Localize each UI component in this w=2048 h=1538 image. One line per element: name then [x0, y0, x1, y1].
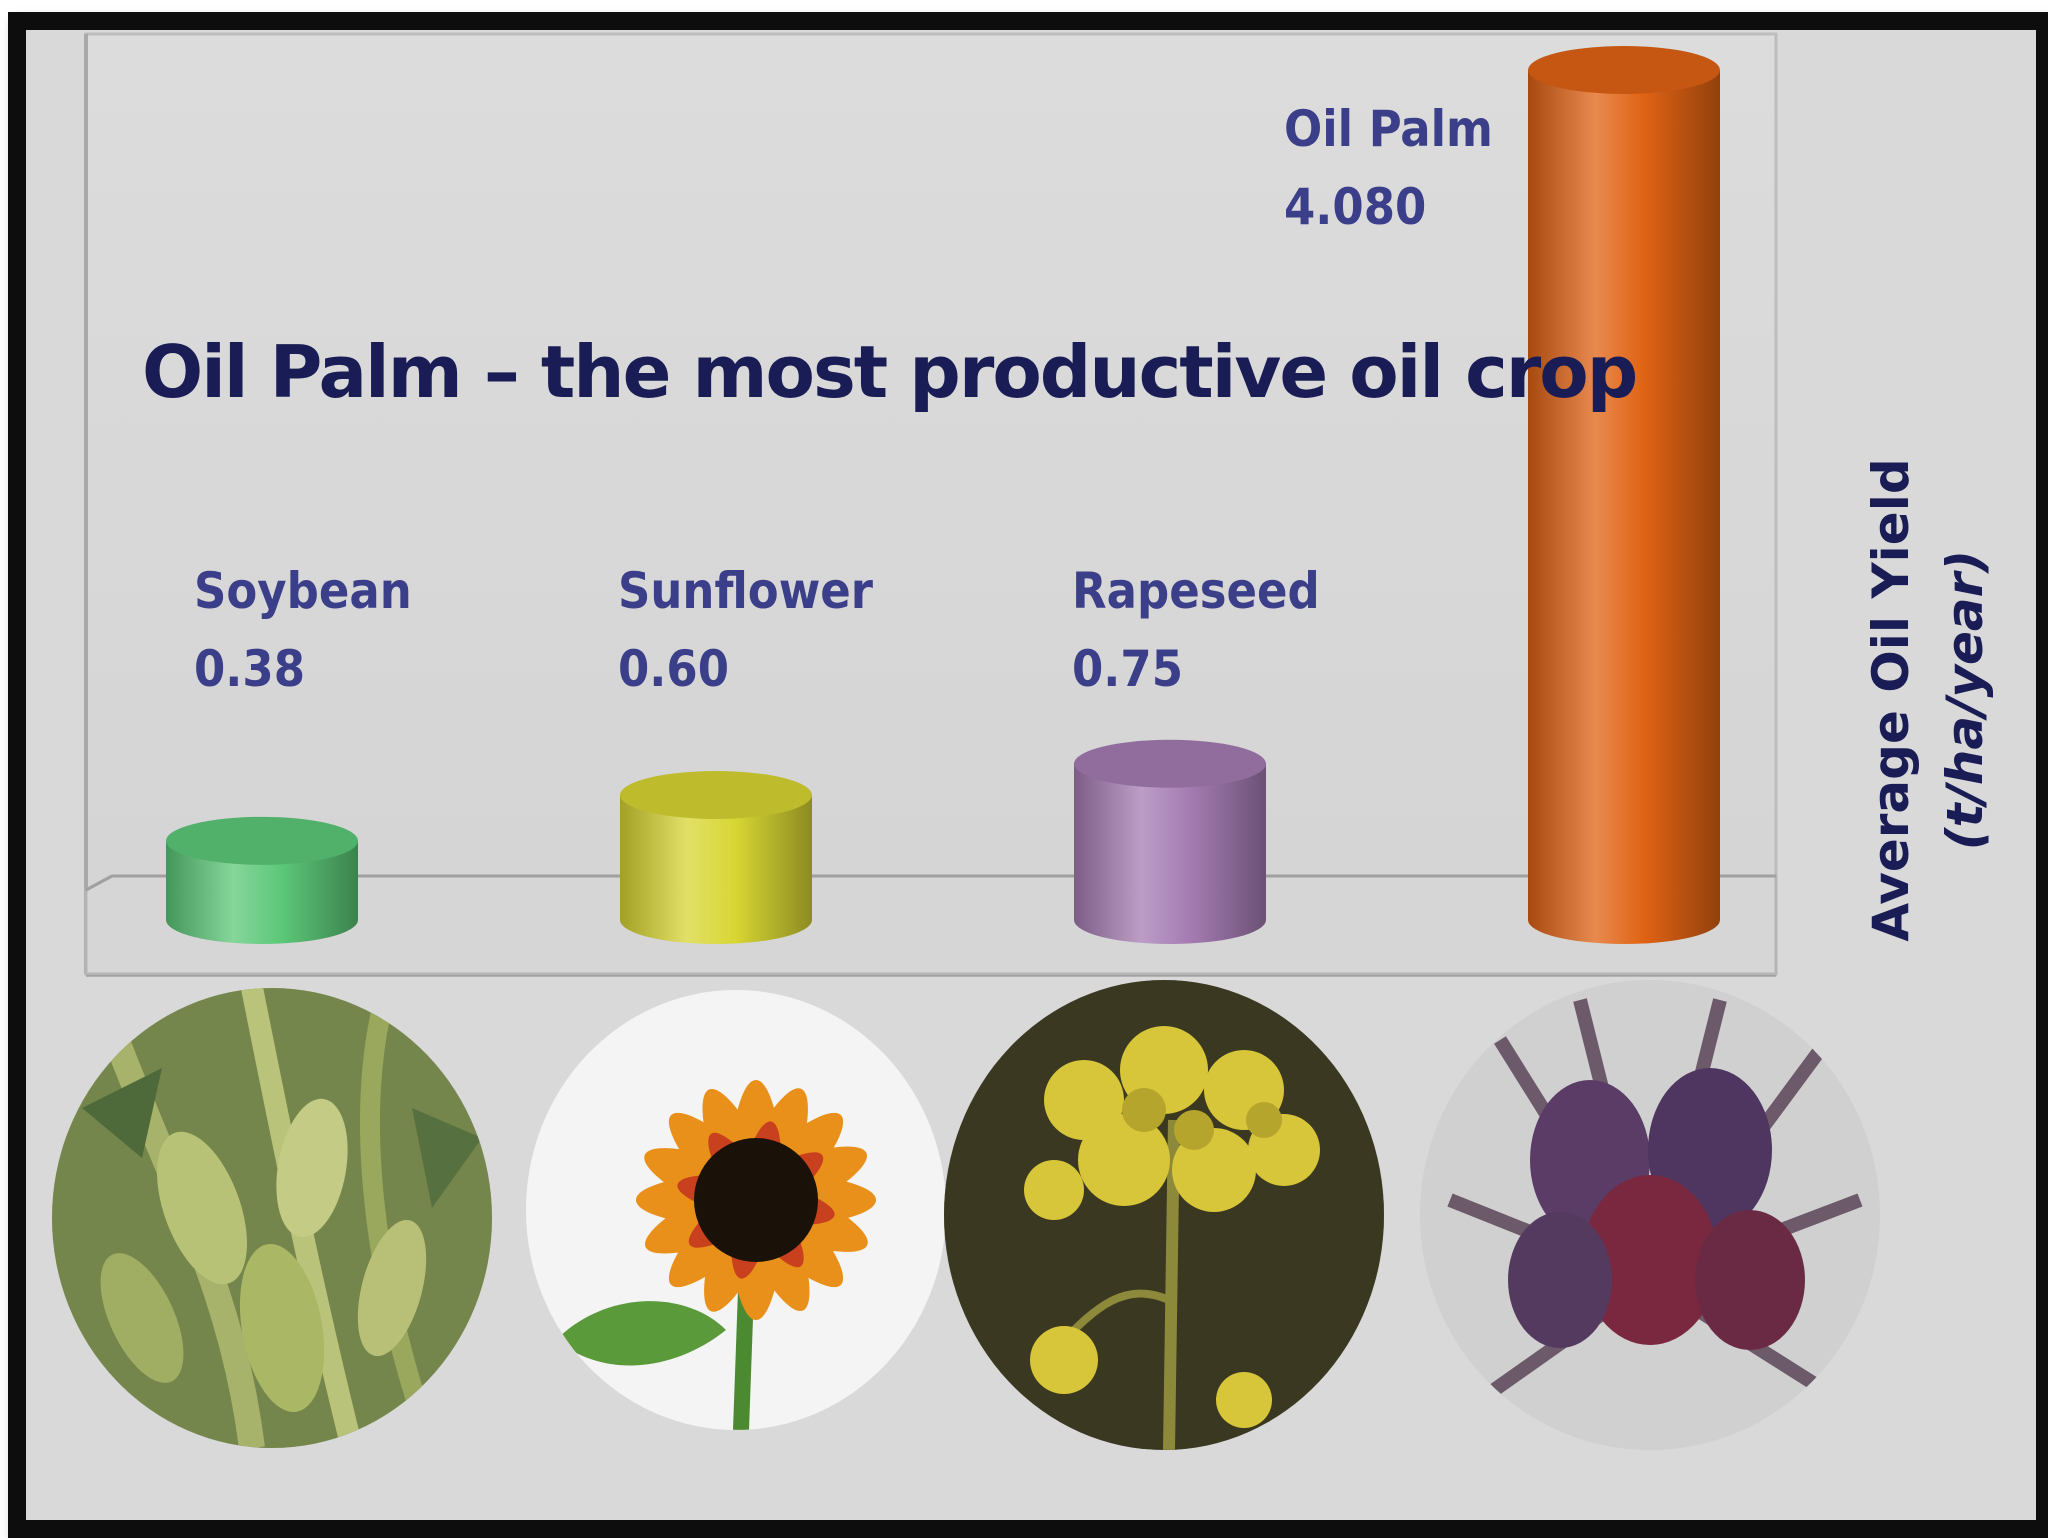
bar-top: [166, 816, 358, 865]
oil-palm-fruit-photo: [1420, 980, 1880, 1450]
bar-body: [166, 840, 358, 944]
bar-label-sunflower: Sunflower 0.60: [618, 552, 873, 708]
bars-layer: [166, 46, 1720, 944]
sunflower-photo: [526, 990, 946, 1430]
value-label: 4.080: [1284, 178, 1427, 236]
category-label: Soybean: [194, 562, 412, 620]
bar-label-oil-palm: Oil Palm 4.080: [1284, 90, 1493, 246]
sunflower-icon: [526, 990, 946, 1430]
x-axis-line: [85, 874, 113, 892]
oil-palm-fruit-icon: [1420, 980, 1880, 1450]
rapeseed-flower-photo: [944, 980, 1384, 1450]
bar-rapeseed: [1074, 739, 1266, 944]
rapeseed-flower-icon: [944, 980, 1384, 1450]
bar-top: [1074, 739, 1266, 788]
plot-area: [84, 32, 1778, 976]
soybean-plant-icon: [52, 988, 492, 1448]
y-axis-unit: (t/ha/year): [1936, 549, 1994, 851]
y-axis-title: Average Oil Yield: [1862, 458, 1920, 942]
soybean-plant-photo: [52, 988, 492, 1448]
bar-soybean: [166, 816, 358, 944]
bar-body: [1528, 70, 1720, 944]
bar-top: [1528, 46, 1720, 94]
y-axis-label: Average Oil Yield (t/ha/year): [1854, 458, 2002, 941]
bar-label-soybean: Soybean 0.38: [194, 552, 412, 708]
bar-top: [620, 771, 812, 819]
value-label: 0.60: [618, 640, 729, 698]
category-label: Rapeseed: [1072, 562, 1320, 620]
category-label: Sunflower: [618, 562, 873, 620]
chart-title: Oil Palm – the most productive oil crop: [142, 330, 1638, 414]
bar-oil-palm: [1528, 46, 1720, 944]
value-label: 0.38: [194, 640, 305, 698]
bar-sunflower: [620, 771, 812, 944]
bar-body: [620, 795, 812, 944]
category-label: Oil Palm: [1284, 100, 1493, 158]
bar-body: [1074, 763, 1266, 944]
bar-label-rapeseed: Rapeseed 0.75: [1072, 552, 1320, 708]
value-label: 0.75: [1072, 640, 1183, 698]
